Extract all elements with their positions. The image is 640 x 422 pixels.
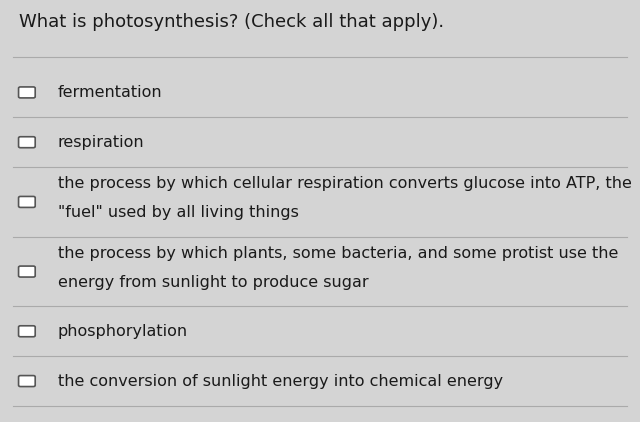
Text: respiration: respiration: [58, 135, 144, 150]
Text: phosphorylation: phosphorylation: [58, 324, 188, 339]
Text: energy from sunlight to produce sugar: energy from sunlight to produce sugar: [58, 275, 368, 290]
FancyBboxPatch shape: [19, 376, 35, 387]
FancyBboxPatch shape: [19, 87, 35, 98]
FancyBboxPatch shape: [19, 326, 35, 337]
Text: fermentation: fermentation: [58, 85, 162, 100]
Text: the process by which plants, some bacteria, and some protist use the: the process by which plants, some bacter…: [58, 246, 618, 261]
Text: the conversion of sunlight energy into chemical energy: the conversion of sunlight energy into c…: [58, 373, 503, 389]
FancyBboxPatch shape: [19, 196, 35, 207]
Text: "fuel" used by all living things: "fuel" used by all living things: [58, 205, 298, 220]
FancyBboxPatch shape: [19, 266, 35, 277]
Text: the process by which cellular respiration converts glucose into ATP, the: the process by which cellular respiratio…: [58, 176, 632, 192]
FancyBboxPatch shape: [19, 137, 35, 148]
Text: What is photosynthesis? (Check all that apply).: What is photosynthesis? (Check all that …: [19, 13, 444, 31]
